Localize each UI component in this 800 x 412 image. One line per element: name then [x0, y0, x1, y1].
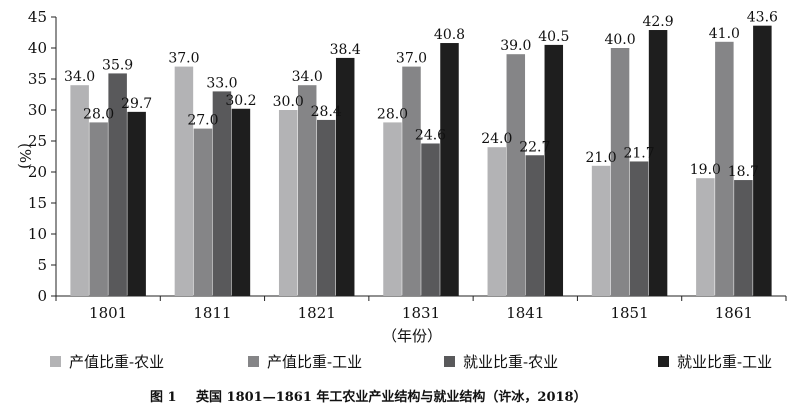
bar-value-label: 29.7 — [121, 96, 152, 112]
legend-swatch — [50, 356, 61, 367]
bar — [734, 180, 753, 296]
legend-label: 产值比重-农业 — [69, 353, 164, 371]
chart-legend: 产值比重-农业 产值比重-工业 就业比重-农业 就业比重-工业 — [50, 353, 772, 371]
bar — [591, 165, 611, 296]
bar-value-label: 40.0 — [604, 32, 635, 48]
bar-value-label: 40.5 — [538, 29, 569, 45]
legend-label: 就业比重-农业 — [463, 353, 558, 371]
bar-value-label: 27.0 — [187, 113, 218, 129]
bar-value-label: 39.0 — [500, 38, 531, 54]
bar-value-label: 33.0 — [206, 75, 237, 91]
y-tick-label: 0 — [37, 287, 47, 305]
bar-value-label: 43.6 — [747, 10, 778, 26]
bar — [696, 178, 715, 296]
chart-bars — [70, 25, 772, 297]
bar-value-label: 28.4 — [311, 104, 342, 120]
legend-label: 就业比重-工业 — [677, 353, 772, 371]
bar — [421, 143, 440, 296]
bar-value-label: 42.9 — [642, 14, 673, 30]
y-tick-label: 20 — [28, 163, 47, 181]
figure-caption-number: 图 1 — [150, 390, 177, 405]
bar — [525, 155, 545, 296]
bar-value-label: 40.8 — [434, 27, 465, 43]
bar — [610, 48, 630, 296]
y-axis-title: (%) — [16, 143, 34, 169]
x-tick-label: 1831 — [402, 304, 440, 322]
y-tick-label: 40 — [28, 39, 47, 57]
x-tick-label: 1851 — [610, 304, 648, 322]
bar — [316, 119, 336, 296]
legend-swatch — [248, 356, 259, 367]
bar-value-label: 34.0 — [64, 69, 95, 85]
x-axis-title: （年份） — [382, 327, 442, 345]
bar-value-label: 37.0 — [396, 51, 427, 67]
bar — [648, 30, 668, 297]
legend-swatch — [444, 356, 455, 367]
bar — [544, 44, 564, 297]
x-axis-ticks: 1801 1811 1821 1831 1841 1851 1861 — [55, 296, 787, 322]
bar — [193, 128, 213, 296]
bar — [335, 57, 355, 296]
bar — [753, 25, 772, 297]
bar — [506, 54, 526, 297]
bar-value-label: 28.0 — [377, 106, 408, 122]
bar-value-label: 30.2 — [225, 93, 256, 109]
bar-value-label: 41.0 — [709, 26, 740, 42]
legend-swatch — [658, 356, 669, 367]
bar-value-label: 19.0 — [690, 162, 721, 178]
x-tick-label: 1821 — [298, 304, 336, 322]
y-tick-label: 5 — [37, 256, 47, 274]
x-tick-label: 1811 — [193, 304, 231, 322]
bar — [715, 41, 734, 296]
bar — [487, 147, 507, 296]
bar-value-label: 18.7 — [728, 164, 759, 180]
bar — [629, 161, 649, 296]
figure-caption-text: 英国 1801—1861 年工农业产业结构与就业结构（许冰，2018） — [195, 389, 587, 405]
x-tick-label: 1861 — [715, 304, 753, 322]
bar — [278, 110, 298, 296]
bar — [212, 91, 232, 297]
bar — [297, 85, 317, 296]
x-tick-label: 1841 — [506, 304, 544, 322]
bar — [108, 73, 127, 296]
bar — [383, 122, 402, 297]
y-tick-label: 35 — [28, 70, 47, 88]
chart-data-labels: 34.0 28.0 35.9 29.7 37.0 27.0 33.0 30.2 30.0 34.0… — [64, 10, 778, 180]
bar-value-label: 21.7 — [623, 145, 654, 161]
bar — [127, 111, 146, 296]
bar — [440, 43, 459, 296]
bar-value-label: 30.0 — [273, 94, 304, 110]
bar-value-label: 24.0 — [481, 131, 512, 147]
bar-value-label: 21.0 — [585, 150, 616, 166]
bar-value-label: 24.6 — [415, 127, 446, 143]
bar — [89, 122, 108, 297]
bar-value-label: 22.7 — [519, 139, 550, 155]
bar-value-label: 38.4 — [330, 42, 361, 58]
bar — [174, 66, 194, 296]
y-tick-label: 10 — [28, 225, 47, 243]
y-tick-label: 25 — [28, 132, 47, 150]
bar-value-label: 37.0 — [168, 51, 199, 67]
legend-label: 产值比重-工业 — [267, 353, 362, 371]
y-tick-label: 30 — [28, 101, 47, 119]
y-axis-ticks: 0 5 10 15 20 25 30 35 40 45 — [28, 8, 56, 305]
bar — [70, 85, 89, 296]
bar-value-label: 28.0 — [83, 106, 114, 122]
x-tick-label: 1801 — [89, 304, 127, 322]
bar — [231, 108, 251, 296]
bar-value-label: 34.0 — [292, 69, 323, 85]
bar-value-label: 35.9 — [102, 57, 133, 73]
bar — [402, 66, 421, 296]
y-tick-label: 15 — [28, 194, 47, 212]
y-tick-label: 45 — [28, 8, 47, 26]
